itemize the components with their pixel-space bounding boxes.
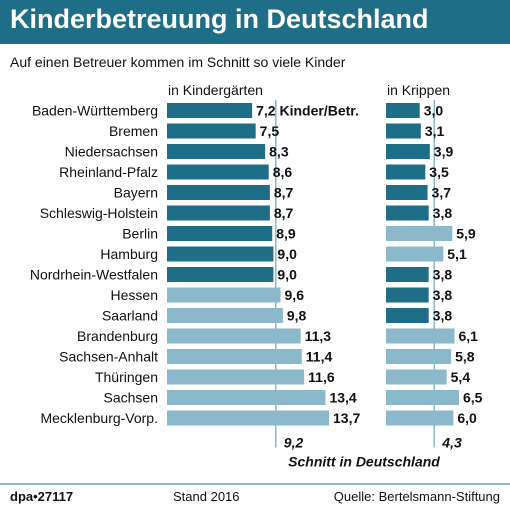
value-label-krippe: 3,0	[424, 103, 444, 119]
category-label: Bayern	[114, 185, 158, 201]
bar-kindergarten	[167, 267, 274, 282]
value-label-kindergarten: 8,3	[269, 144, 289, 160]
value-label-kindergarten: 9,0	[277, 267, 297, 283]
value-label-kindergarten: 11,6	[308, 369, 335, 385]
bar-krippe	[386, 246, 444, 262]
bar-krippe	[386, 287, 429, 303]
date-stand: Stand 2016	[173, 489, 240, 504]
value-label-krippe: 5,9	[456, 226, 476, 242]
bar-kindergarten	[167, 205, 270, 221]
category-label: Mecklenburg-Vorp.	[40, 410, 158, 426]
bar-krippe	[386, 103, 420, 118]
category-label: Rheinland-Pfalz	[59, 164, 158, 180]
bar-krippe	[386, 267, 429, 282]
value-label-kindergarten: 9,8	[287, 308, 307, 324]
category-label: Hessen	[111, 287, 158, 303]
chart-subtitle: Auf einen Betreuer kommen im Schnitt so …	[10, 54, 346, 70]
value-label-krippe: 3,8	[433, 267, 453, 283]
bar-krippe	[386, 349, 452, 364]
value-label-krippe: 3,8	[433, 205, 453, 221]
bar-krippe	[386, 390, 459, 405]
bar-kindergarten	[167, 226, 273, 241]
value-label-kindergarten: 13,4	[329, 390, 356, 406]
category-label: Sachsen-Anhalt	[59, 349, 158, 365]
bar-kindergarten	[167, 287, 281, 303]
title-band: Kinderbetreuung in Deutschland	[0, 0, 510, 44]
bar-krippe	[386, 328, 455, 344]
category-label: Hamburg	[100, 246, 158, 262]
value-label-kindergarten: 7,2 Kinder/Betr.	[256, 103, 359, 119]
value-label-krippe: 3,5	[429, 164, 449, 180]
value-label-kindergarten: 11,3	[305, 328, 332, 344]
bar-krippe	[386, 164, 426, 180]
value-label-kindergarten: 11,4	[306, 349, 333, 365]
bar-kindergarten	[167, 328, 301, 344]
category-label: Schleswig-Holstein	[40, 205, 158, 221]
value-label-kindergarten: 9,0	[277, 246, 297, 262]
value-label-kindergarten: 7,5	[260, 123, 280, 139]
value-label-kindergarten: 8,7	[274, 185, 294, 201]
value-label-kindergarten: 8,9	[276, 226, 296, 242]
category-label: Nordrhein-Westfalen	[30, 267, 158, 283]
category-label: Sachsen	[104, 390, 158, 406]
value-label-krippe: 6,5	[463, 390, 483, 406]
bar-krippe	[386, 144, 430, 159]
category-label: Berlin	[122, 226, 158, 242]
value-label-kindergarten: 13,7	[333, 410, 360, 426]
average-caption: Schnitt in Deutschland	[288, 454, 440, 470]
bar-krippe	[386, 185, 428, 200]
value-label-krippe: 3,9	[434, 144, 454, 160]
bar-krippe	[386, 226, 453, 241]
category-label: Saarland	[102, 308, 158, 324]
value-label-kindergarten: 8,7	[274, 205, 294, 221]
value-label-krippe: 5,4	[451, 369, 471, 385]
category-label: Thüringen	[95, 369, 158, 385]
bar-kindergarten	[167, 185, 270, 200]
bar-kindergarten	[167, 308, 283, 323]
value-label-krippe: 6,1	[459, 328, 479, 344]
source-credit: Quelle: Bertelsmann-Stiftung	[333, 489, 500, 504]
chart-title: Kinderbetreuung in Deutschland	[10, 4, 429, 34]
bar-kindergarten	[167, 103, 253, 118]
agency-credit: dpa•27117	[10, 489, 74, 504]
category-label: Baden-Württemberg	[32, 103, 158, 119]
average-label-krippe: 4,3	[441, 435, 462, 451]
bar-krippe	[386, 205, 429, 221]
bar-krippe	[386, 308, 429, 323]
value-label-krippe: 5,8	[455, 349, 475, 365]
value-label-krippe: 3,8	[433, 287, 453, 303]
category-label: Brandenburg	[77, 328, 158, 344]
bar-kindergarten	[167, 410, 329, 426]
column-header-krippen: in Krippen	[387, 82, 451, 98]
bar-krippe	[386, 123, 421, 139]
average-label-kindergarten: 9,2	[284, 435, 304, 451]
bar-kindergarten	[167, 123, 256, 139]
value-label-krippe: 3,8	[433, 308, 453, 324]
category-label: Niedersachsen	[65, 144, 158, 160]
value-label-krippe: 3,7	[432, 185, 452, 201]
value-label-kindergarten: 9,6	[285, 287, 305, 303]
value-label-krippe: 5,1	[447, 246, 467, 262]
bar-kindergarten	[167, 390, 326, 405]
value-label-krippe: 3,1	[425, 123, 445, 139]
bar-kindergarten	[167, 246, 274, 262]
bar-kindergarten	[167, 164, 269, 180]
value-label-kindergarten: 8,6	[273, 164, 293, 180]
bar-kindergarten	[167, 349, 302, 364]
bar-krippe	[386, 369, 447, 385]
value-label-krippe: 6,0	[457, 410, 477, 426]
column-header-kindergarten: in Kindergärten	[168, 82, 263, 98]
bar-kindergarten	[167, 144, 266, 159]
category-label: Bremen	[109, 123, 158, 139]
bar-krippe	[386, 410, 454, 426]
bar-kindergarten	[167, 369, 305, 385]
